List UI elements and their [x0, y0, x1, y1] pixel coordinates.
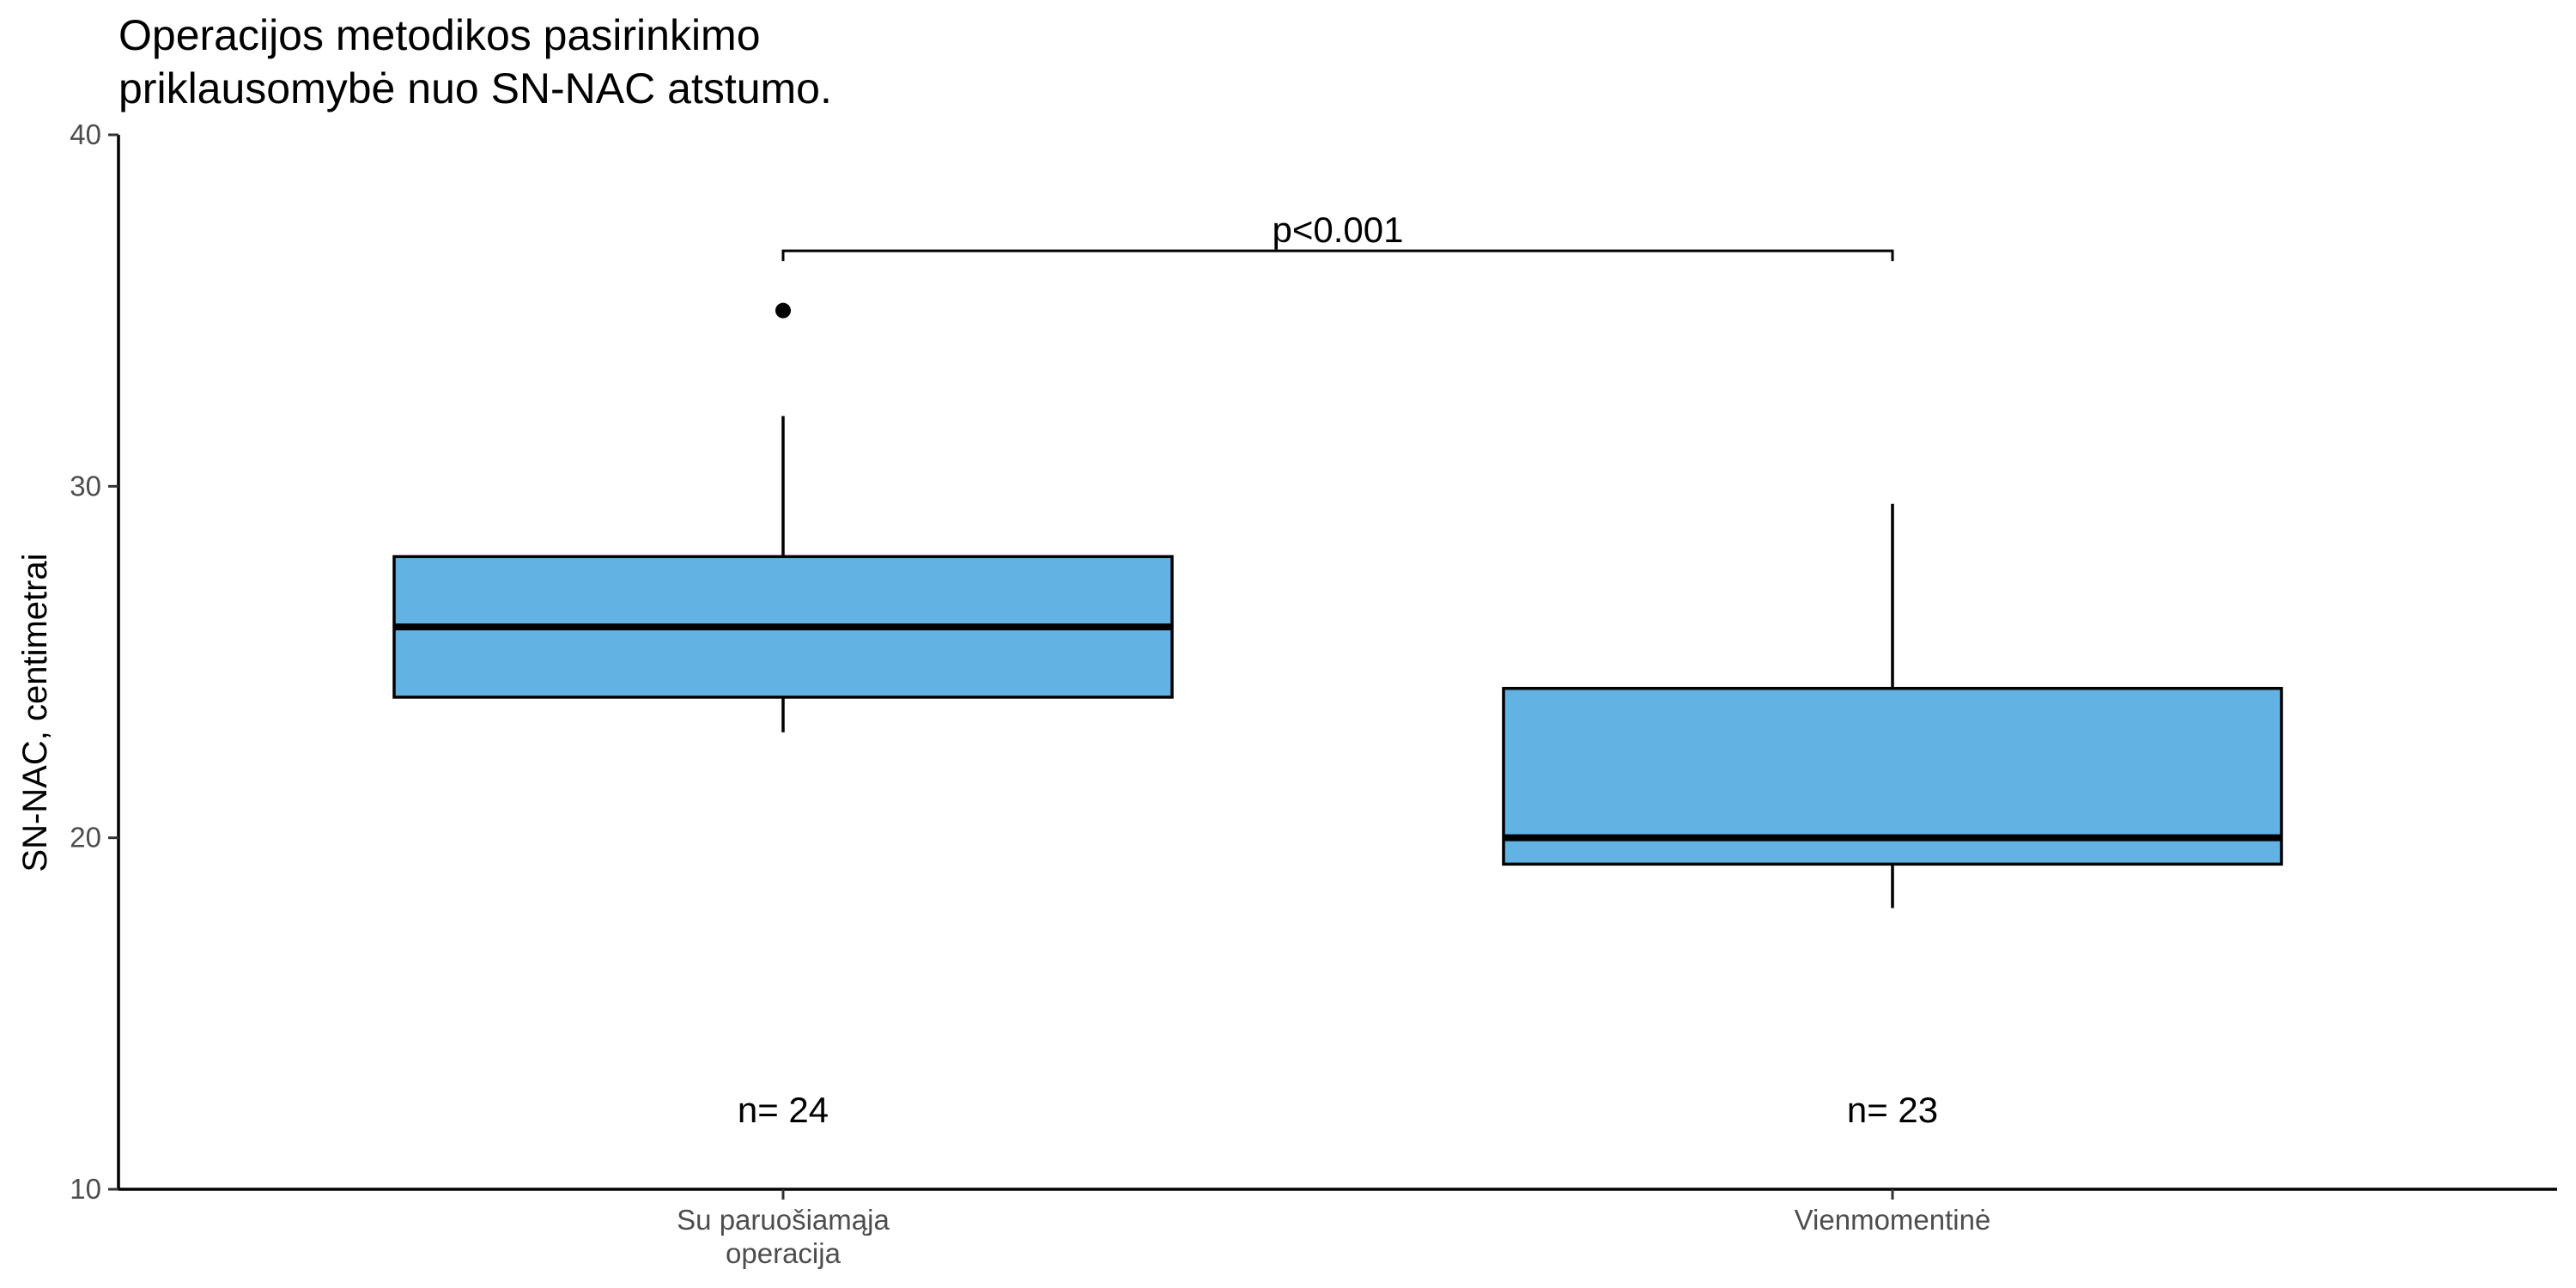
x-tick-label: Vienmomentinė — [1795, 1204, 1991, 1236]
y-tick-label: 40 — [70, 118, 101, 150]
y-tick-label: 30 — [70, 470, 101, 501]
y-tick-label: 20 — [70, 822, 101, 854]
chart-title-line-1: Operacijos metodikos pasirinkimo — [118, 11, 761, 59]
chart-title: Operacijos metodikos pasirinkimo priklau… — [118, 11, 832, 112]
sample-size-label: n= 23 — [1847, 1090, 1938, 1130]
p-value-label: p<0.001 — [1273, 210, 1404, 250]
x-tick-label: Su paruošiamąja — [677, 1204, 890, 1236]
significance-bracket — [781, 249, 1894, 262]
outlier-point — [775, 302, 791, 319]
y-tick-label: 10 — [70, 1173, 101, 1205]
sample-size-label: n= 24 — [738, 1090, 829, 1130]
y-axis-label: SN-NAC, centimetrai — [16, 553, 54, 872]
chart-title-line-2: priklausomybė nuo SN-NAC atstumo. — [118, 64, 832, 112]
x-tick-label: operacija — [726, 1237, 841, 1269]
